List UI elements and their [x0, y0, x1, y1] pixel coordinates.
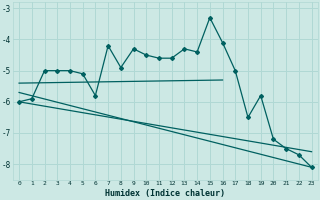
X-axis label: Humidex (Indice chaleur): Humidex (Indice chaleur) — [105, 189, 225, 198]
